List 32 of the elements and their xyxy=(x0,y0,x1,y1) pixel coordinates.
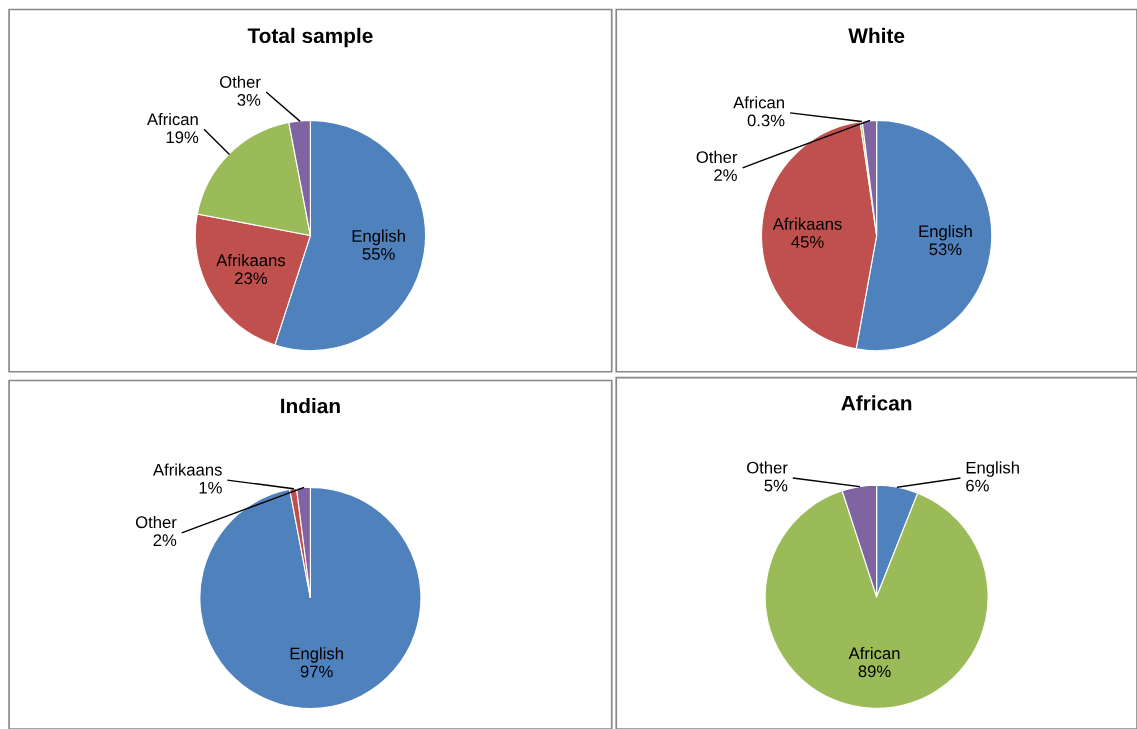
data-label: 6% xyxy=(966,479,989,492)
data-label: 2% xyxy=(153,534,177,547)
chart-title: Indian xyxy=(281,398,340,414)
data-label: 0.3% xyxy=(747,114,785,127)
data-label: 2% xyxy=(714,169,737,181)
data-label: 19% xyxy=(166,131,199,144)
data-label: 97% xyxy=(300,665,333,678)
data-label: 23% xyxy=(235,272,268,285)
data-label: 89% xyxy=(858,665,891,678)
data-label: 53% xyxy=(929,243,962,256)
slice-label: Other xyxy=(219,75,261,88)
slice-label: English xyxy=(919,224,972,241)
slice-label: African xyxy=(733,96,784,109)
data-label: 1% xyxy=(199,481,222,494)
data-label: 3% xyxy=(237,94,261,106)
slice-label: English xyxy=(352,229,405,246)
slice-label: Other xyxy=(135,515,177,529)
chart-title: Total sample xyxy=(247,27,373,48)
slice-label: African xyxy=(146,112,198,126)
slice-label: Other xyxy=(696,150,738,164)
data-label: 45% xyxy=(791,236,824,248)
slice-label: Afrikaans xyxy=(216,253,286,267)
slice-label: Afrikaans xyxy=(772,217,842,230)
chart-title: White xyxy=(848,27,905,44)
data-label: 55% xyxy=(362,248,395,260)
data-label: 5% xyxy=(764,479,788,492)
slice-label: Other xyxy=(747,461,788,474)
slice-label: English xyxy=(966,461,1019,477)
slice-label: Afrikaans xyxy=(153,463,222,476)
slice-label: English xyxy=(290,647,343,663)
slice-label: African xyxy=(848,646,900,660)
chart-title: African xyxy=(841,395,912,411)
